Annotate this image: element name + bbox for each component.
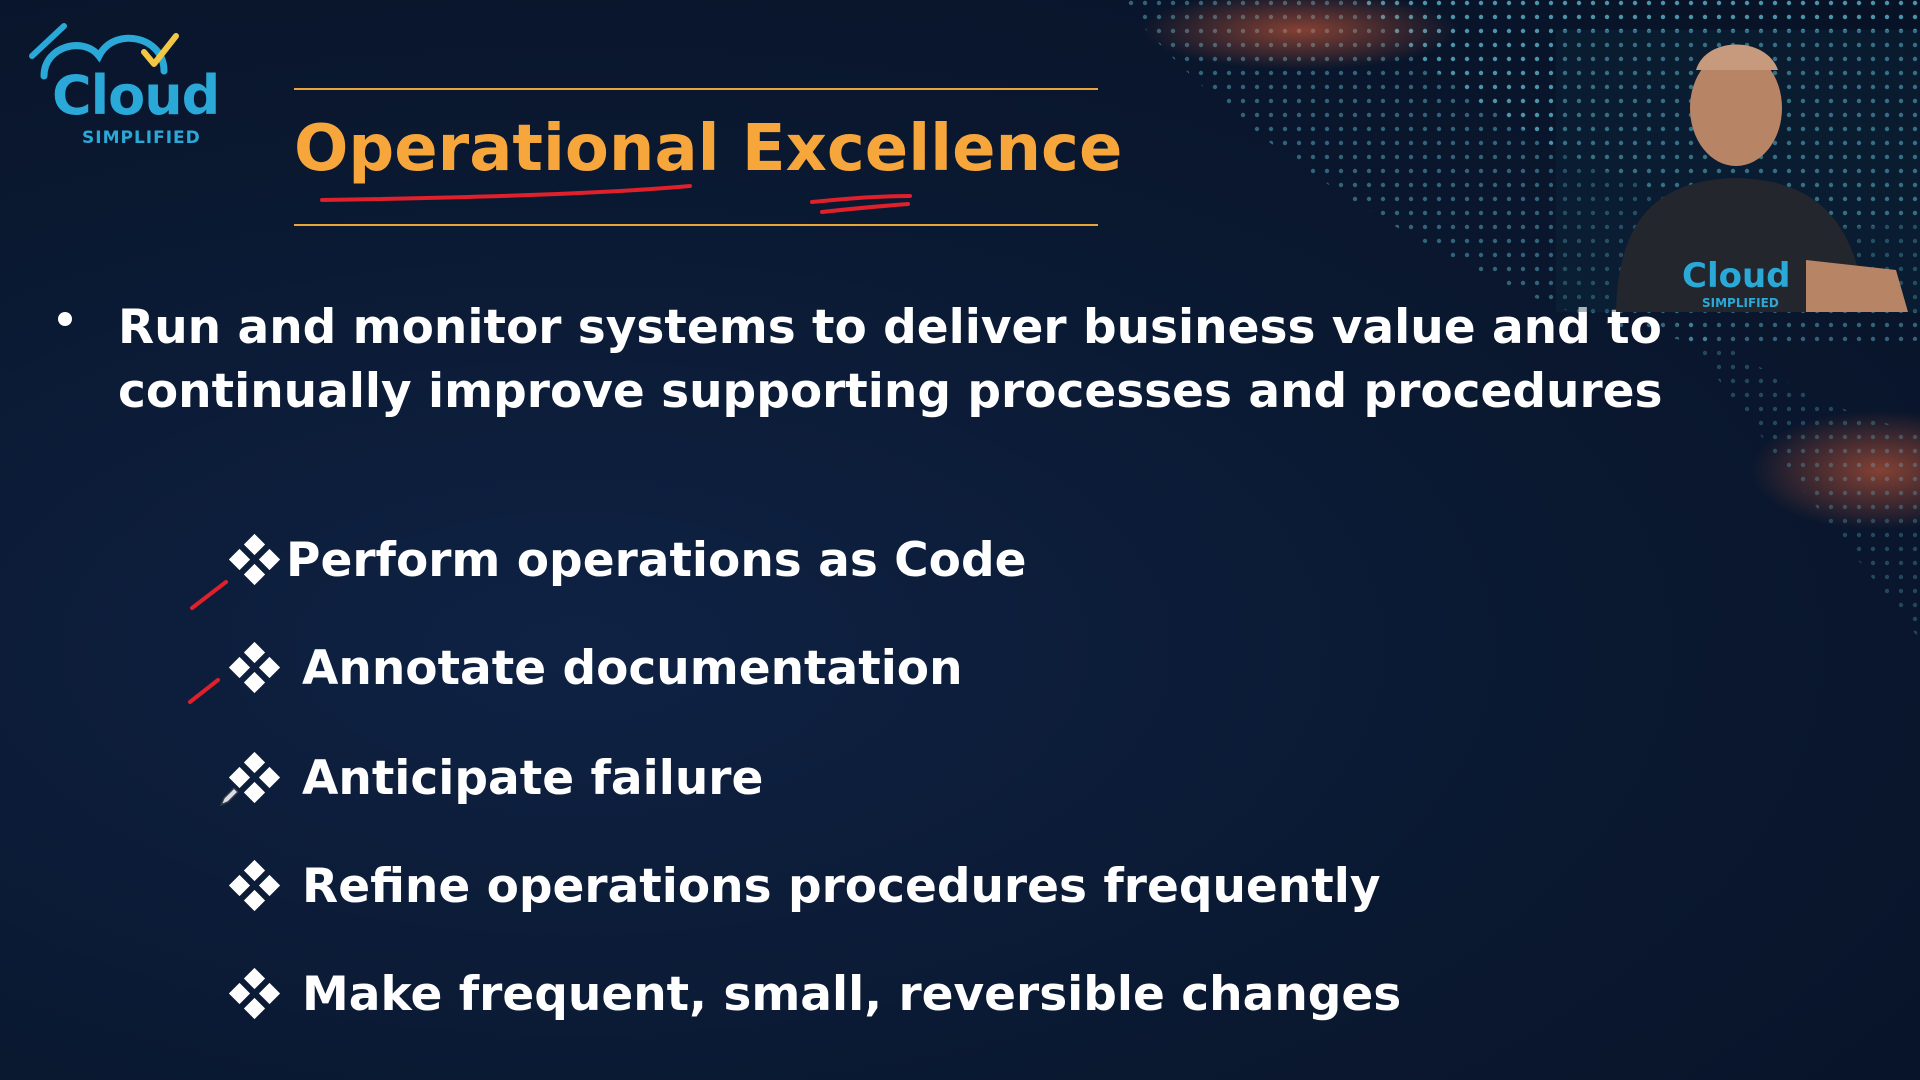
sub-item-4: Refine operations procedures frequently — [228, 856, 1381, 916]
presenter-webcam: Cloud SIMPLIFIED — [1556, 30, 1920, 312]
shirt-logo-tagline: SIMPLIFIED — [1702, 296, 1779, 310]
sub-item-1: Perform operations as Code — [228, 530, 1027, 590]
sub-item-label: Refine operations procedures frequently — [302, 858, 1381, 914]
sub-item-5: Make frequent, small, reversible changes — [228, 964, 1402, 1024]
main-bullet-text: Run and monitor systems to deliver busin… — [118, 300, 1663, 419]
diamond-bullet-icon — [228, 967, 281, 1020]
cloud-icon — [29, 23, 179, 80]
sub-item-label: Annotate documentation — [302, 640, 963, 696]
diamond-bullet-icon — [228, 859, 281, 912]
logo-brand-text: Cloud — [52, 64, 220, 127]
diamond-bullet-icon — [228, 641, 281, 694]
presenter-silhouette — [1556, 30, 1920, 312]
shirt-logo-text: Cloud — [1682, 256, 1791, 296]
main-bullet-dot — [58, 312, 72, 326]
diamond-bullet-icon — [228, 533, 281, 586]
sub-item-3: Anticipate failure — [228, 748, 764, 808]
sub-item-label: Anticipate failure — [302, 750, 764, 806]
sub-item-label: Make frequent, small, reversible changes — [302, 966, 1402, 1022]
pen-cursor-icon[interactable] — [218, 786, 240, 808]
title-rule-top — [294, 88, 1098, 90]
sub-item-label: Perform operations as Code — [286, 532, 1027, 588]
brand-logo: Cloud SIMPLIFIED — [24, 16, 220, 148]
sub-item-2: Annotate documentation — [228, 638, 963, 698]
title-rule-bottom — [294, 224, 1098, 226]
slide-title: Operational Excellence — [294, 112, 1123, 186]
logo-tagline: SIMPLIFIED — [82, 128, 201, 148]
